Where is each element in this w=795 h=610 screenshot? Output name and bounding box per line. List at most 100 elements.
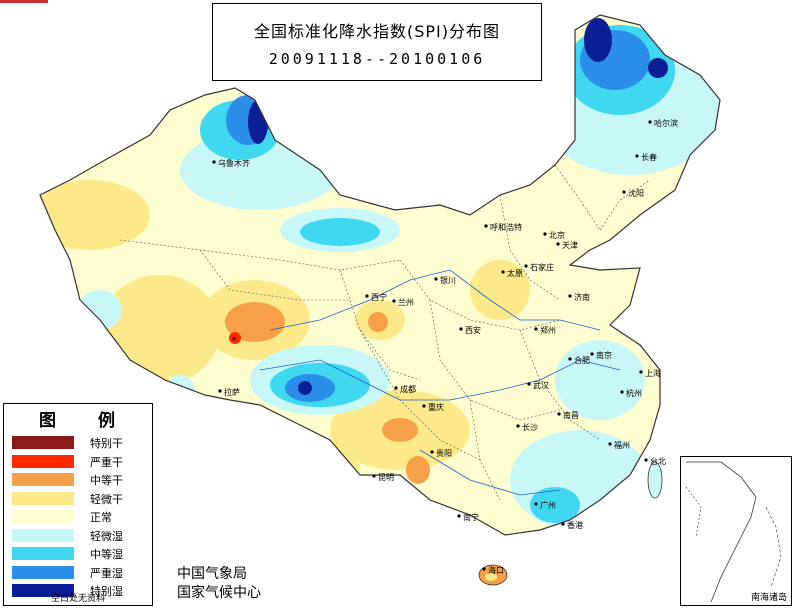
city-marker: [422, 404, 426, 408]
city-label: 郑州: [540, 326, 556, 335]
city-marker: [459, 327, 463, 331]
south-china-sea-inset: 南海诸岛: [680, 456, 792, 606]
legend-label: 中等干: [90, 474, 123, 487]
legend-label: 正常: [90, 511, 112, 524]
city-label: 北京: [549, 231, 565, 240]
city-label: 乌鲁木齐: [218, 159, 250, 168]
legend-swatch: [12, 528, 74, 542]
national-border: [39, 14, 721, 536]
inset-map: [685, 461, 782, 603]
city-label: 长春: [641, 153, 657, 162]
city-label: 拉萨: [224, 388, 240, 397]
city-marker: [501, 270, 505, 274]
city-marker: [524, 264, 528, 268]
city-label: 沈阳: [628, 189, 644, 198]
legend-swatch: [12, 473, 74, 486]
city-label: 重庆: [428, 403, 444, 412]
city-marker: [392, 299, 396, 303]
city-marker: [482, 567, 486, 571]
zone-slight-wet: [78, 290, 122, 330]
legend-item: 轻微湿: [12, 527, 152, 544]
legend-label: 轻微干: [90, 492, 123, 506]
legend-item: 正常: [12, 508, 152, 525]
zone-moderate-dry: [368, 312, 388, 332]
city-label: 济南: [574, 293, 590, 302]
city-marker: [218, 389, 222, 393]
zone-extreme-dry: [232, 337, 236, 341]
inset-label: 南海诸岛: [750, 590, 787, 603]
zone-extreme-wet: [648, 58, 668, 78]
city-marker: [212, 160, 216, 164]
legend-swatch: [12, 584, 74, 597]
city-label: 海口: [488, 566, 504, 575]
map-title: 全国标准化降水指数(SPI)分布图: [253, 22, 500, 41]
zone-moderate-wet: [530, 487, 580, 523]
city-label: 杭州: [626, 389, 642, 398]
credit-ncc: 国家气候中心: [177, 585, 261, 601]
city-label: 上海: [645, 369, 661, 378]
city-label: 成都: [400, 385, 416, 394]
rivers: [259, 269, 621, 496]
legend-item: 中等干: [12, 471, 152, 488]
city-label: 西宁: [371, 293, 387, 302]
legend-swatch: [12, 547, 74, 560]
city-marker: [639, 370, 643, 374]
legend-swatch: [12, 565, 74, 579]
city-label: 石家庄: [530, 263, 554, 272]
city-label: 昆明: [378, 473, 394, 482]
city-marker: [644, 458, 648, 462]
city-marker: [516, 424, 520, 428]
city-marker: [457, 514, 461, 518]
city-label: 台北: [650, 457, 666, 466]
city-marker: [527, 382, 531, 386]
city-label: 南京: [596, 351, 612, 360]
provincial-boundaries: [119, 164, 651, 501]
city-marker: [372, 474, 376, 478]
legend-label: 中等湿: [90, 548, 123, 561]
city-marker: [561, 522, 565, 526]
city-label: 兰州: [398, 298, 414, 307]
legend-item: 中等湿: [12, 545, 152, 562]
legend-swatch: [12, 454, 74, 468]
zone-moderate-dry: [225, 302, 285, 342]
city-label: 呼和浩特: [490, 223, 522, 232]
city-marker: [608, 442, 612, 446]
city-label: 香港: [567, 521, 583, 530]
zone-slight-dry: [100, 275, 220, 385]
city-label: 贵阳: [436, 449, 452, 458]
city-marker: [568, 357, 572, 361]
zone-moderate-wet: [300, 218, 380, 246]
city-marker: [430, 450, 434, 454]
city-label: 太原: [507, 269, 523, 278]
city-marker: [394, 386, 398, 390]
corner-mark: [0, 0, 48, 3]
legend-item: 严重干: [12, 453, 152, 470]
city-label: 西安: [465, 326, 481, 335]
legend-label: 严重干: [90, 455, 123, 469]
zone-extreme-wet: [298, 381, 312, 395]
city-label: 长沙: [522, 423, 538, 432]
city-marker: [620, 390, 624, 394]
zone-slight-dry: [40, 180, 150, 250]
city-label: 哈尔滨: [654, 119, 678, 128]
title-box: 全国标准化降水指数(SPI)分布图 20091118--20100106: [212, 3, 542, 81]
zone-slight-dry: [300, 450, 360, 490]
legend-item: 特别干: [12, 434, 152, 451]
city-marker: [534, 502, 538, 506]
city-marker: [568, 294, 572, 298]
legend-label: 特别湿: [90, 585, 123, 598]
city-label: 武汉: [533, 381, 549, 390]
legend-item: 严重湿: [12, 564, 152, 581]
legend-swatch: [12, 510, 74, 523]
city-label: 天津: [562, 241, 578, 250]
zone-slight-wet: [555, 340, 645, 420]
legend-label: 轻微湿: [90, 529, 123, 543]
city-marker: [648, 120, 652, 124]
city-markers: [212, 120, 652, 571]
hainan-core: [485, 573, 497, 581]
legend-item: 特别湿: [12, 582, 152, 599]
legend-label: 严重湿: [90, 566, 123, 580]
legend-heading: 图 例: [39, 411, 133, 431]
city-marker: [590, 352, 594, 356]
